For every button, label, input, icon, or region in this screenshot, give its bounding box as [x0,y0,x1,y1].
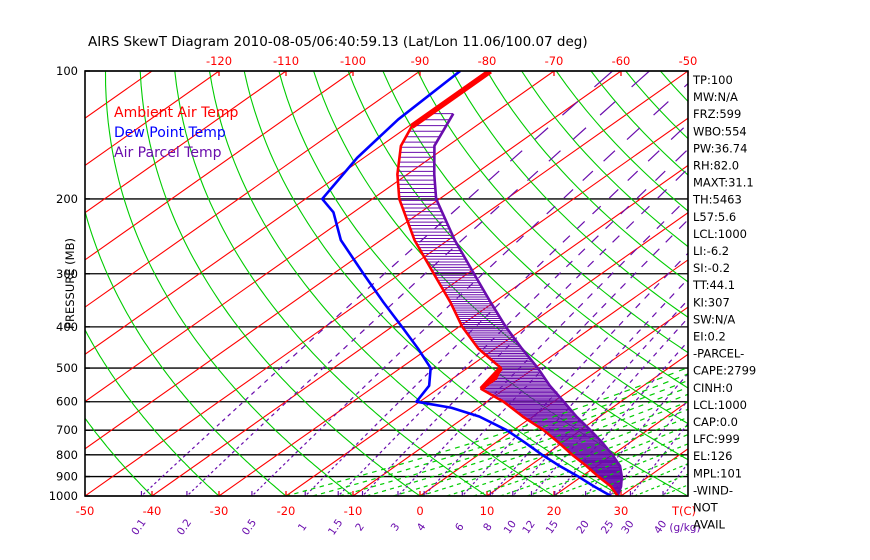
parameter-row: L57:5.6 [693,210,736,224]
curve-dew-point-temp [320,71,612,496]
x-axis-title-mixing-ratio: (g/kg) [669,522,700,534]
parameter-row: SI:-0.2 [693,261,730,275]
page-title: AIRS SkewT Diagram 2010-08-05/06:40:59.1… [88,34,588,50]
plot-frame [84,70,689,497]
pressure-tick-label: 200 [56,192,78,206]
pressure-tick-label: 400 [56,320,78,334]
parameter-panel: TP:100 MW:N/A FRZ:599 WBO:554 PW:36.74 RH:82.… [692,73,756,532]
pressure-tick-label: 600 [56,395,78,409]
parameter-row: PW:36.74 [693,141,747,155]
parcel-parameter-row: LCL:1000 [693,398,747,412]
top-temp-tick-label: -100 [340,54,366,68]
parameter-row: LCL:1000 [693,227,747,241]
bottom-temp-tick-label: 0 [416,504,423,518]
ambient-top-isothermal-segment [410,71,492,129]
parameter-row: LI:-6.2 [693,244,729,258]
parameter-row: MW:N/A [693,90,738,104]
parcel-parameter-row: CAPE:2799 [693,364,756,378]
top-temp-tick-label: -80 [478,54,497,68]
pressure-tick-label: 800 [56,448,78,462]
bottom-temp-tick-label: -50 [76,504,95,518]
legend-dewpoint-label: Dew Point Temp [114,125,226,141]
parameter-row: EI:0.2 [693,330,726,344]
y-axis-title: PRESSURE (MB) [63,238,77,329]
parameter-row: RH:82.0 [693,159,739,173]
parcel-parameter-row: MPL:101 [693,466,742,480]
pressure-tick-label: 300 [56,267,78,281]
bottom-temp-tick-label: -10 [344,504,363,518]
legend-ambient-label: Ambient Air Temp [114,105,239,121]
pressure-tick-label: 500 [56,361,78,375]
parameter-row: SW:N/A [693,312,735,326]
top-temp-tick-label: -110 [273,54,299,68]
parameter-row: TP:100 [692,73,733,87]
data-curves-layer [320,71,624,496]
top-temp-tick-label: -70 [545,54,564,68]
bottom-temp-tick-label: -40 [143,504,162,518]
bottom-temp-tick-label: -30 [210,504,229,518]
legend-parcel-label: Air Parcel Temp [114,145,222,161]
top-temp-tick-label: -90 [411,54,430,68]
bottom-temp-tick-label: 10 [480,504,495,518]
pressure-tick-label: 900 [56,470,78,484]
pressure-tick-label: 1000 [49,489,78,503]
top-temp-tick-label: -120 [206,54,232,68]
parcel-parameter-row: EL:126 [693,449,733,463]
parameter-row: TH:5463 [692,193,742,207]
parameter-row: WBO:554 [693,124,747,138]
bottom-temp-tick-label: 30 [614,504,629,518]
top-temp-tick-label: -50 [679,54,698,68]
bottom-temp-tick-label: 20 [547,504,562,518]
parcel-parameter-row: CINH:0 [693,381,733,395]
bottom-temp-tick-label: -20 [277,504,296,518]
wind-status-row: AVAIL [693,518,726,532]
x-axis-title-temperature: T(C) [671,504,696,518]
cape-hatching [397,113,622,496]
parameter-row: MAXT:31.1 [693,176,754,190]
parameter-row: FRZ:599 [693,107,741,121]
ambient-mid-isothermal-segment [479,366,503,391]
curve-air-parcel-temp [432,113,624,496]
parameter-row: TT:44.1 [692,278,735,292]
legend: Ambient Air Temp Dew Point Temp Air Parc… [114,105,239,161]
parcel-section-header: -PARCEL- [693,347,744,361]
wind-status-row: NOT [693,501,719,515]
wind-section-header: -WIND- [693,483,733,497]
top-temp-tick-label: -60 [612,54,631,68]
parameter-row: KI:307 [693,295,730,309]
parcel-parameter-row: LFC:999 [693,432,740,446]
pressure-tick-label: 700 [56,423,78,437]
pressure-tick-label: 100 [56,64,78,78]
parcel-parameter-row: CAP:0.0 [693,415,738,429]
